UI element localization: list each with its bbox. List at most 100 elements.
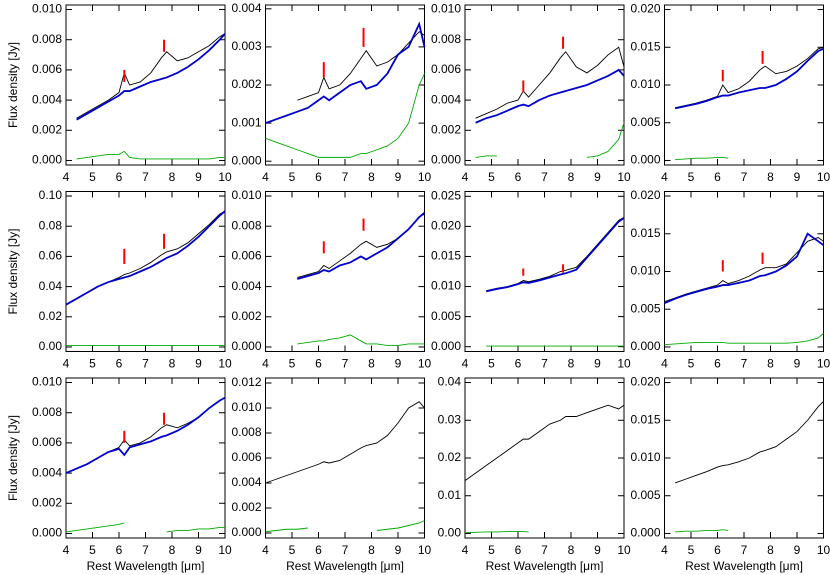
y-tick-label: 0.006 xyxy=(431,62,461,76)
y-tick-label: 0.03 xyxy=(438,412,462,426)
x-tick-label: 9 xyxy=(395,543,402,557)
x-tick-label: 4 xyxy=(262,543,269,557)
x-tick-label: 6 xyxy=(515,170,522,184)
x-tick-label: 10 xyxy=(418,543,432,557)
y-tick-label: 0.005 xyxy=(431,309,461,323)
spectrum-line xyxy=(486,216,625,292)
x-tick-label: 6 xyxy=(714,170,721,184)
y-tick-label: 0.015 xyxy=(630,226,660,240)
y-tick-label: 0.004 xyxy=(32,92,62,106)
x-tick-label: 10 xyxy=(617,543,631,557)
x-tick-label: 10 xyxy=(617,357,631,371)
y-tick-label: 0.000 xyxy=(32,153,62,167)
spectrum-line xyxy=(65,522,225,533)
x-tick-label: 5 xyxy=(89,543,96,557)
x-tick-label: 7 xyxy=(541,543,548,557)
spectrum-line xyxy=(76,33,226,119)
x-tick-label: 9 xyxy=(794,357,801,371)
x-tick-label: 8 xyxy=(169,543,176,557)
y-tick-label: 0.010 xyxy=(231,400,261,414)
y-tick-label: 0.002 xyxy=(231,500,261,514)
x-tick-label: 10 xyxy=(218,170,232,184)
x-tick-label: 7 xyxy=(342,357,349,371)
x-tick-label: 6 xyxy=(714,543,721,557)
x-tick-label: 4 xyxy=(63,543,70,557)
y-tick-label: 0.001 xyxy=(231,115,261,129)
y-tick-label: 0.015 xyxy=(630,39,660,53)
spectrum-line xyxy=(675,529,729,533)
spectrum-line xyxy=(475,68,625,124)
y-tick-label: 0.002 xyxy=(431,122,461,136)
spectrum-line xyxy=(664,232,825,305)
spectrum-line xyxy=(297,213,425,278)
y-axis-label: Flux density [Jy] xyxy=(6,415,20,501)
x-tick-label: 7 xyxy=(142,543,149,557)
spectrum-line xyxy=(76,150,225,160)
x-tick-label: 4 xyxy=(661,543,668,557)
x-tick-label: 5 xyxy=(688,170,695,184)
y-tick-label: 0.000 xyxy=(231,339,261,353)
y-tick-label: 0.010 xyxy=(231,188,261,202)
x-tick-label: 10 xyxy=(418,170,432,184)
y-tick-label: 0.000 xyxy=(630,153,660,167)
x-tick-label: 5 xyxy=(488,170,495,184)
x-tick-label: 9 xyxy=(395,357,402,371)
y-tick-label: 0.008 xyxy=(231,218,261,232)
y-axis-label: Flux density [Jy] xyxy=(6,228,20,314)
x-tick-label: 4 xyxy=(462,357,469,371)
plot-frame xyxy=(65,377,226,539)
y-tick-label: 0.005 xyxy=(630,115,660,129)
y-tick-label: 0.005 xyxy=(630,488,660,502)
y-tick-label: 0.008 xyxy=(431,32,461,46)
spectrum-line xyxy=(464,404,625,482)
spectrum-line xyxy=(265,21,426,124)
spectrum-line xyxy=(664,333,824,346)
plot-frame xyxy=(265,191,425,352)
plot-frame xyxy=(664,191,824,352)
y-tick-label: 0.002 xyxy=(32,122,62,136)
y-tick-label: 0.010 xyxy=(32,375,62,389)
x-tick-label: 10 xyxy=(218,543,232,557)
y-tick-label: 0.004 xyxy=(231,475,261,489)
plot-frame xyxy=(464,4,625,166)
x-axis-label: Rest Wavelength [μm] xyxy=(286,559,404,573)
y-tick-label: 0.006 xyxy=(231,249,261,263)
x-tick-label: 8 xyxy=(767,357,774,371)
y-tick-label: 0.010 xyxy=(32,2,62,16)
y-tick-label: 0.002 xyxy=(32,495,62,509)
x-tick-label: 6 xyxy=(116,357,123,371)
x-tick-label: 9 xyxy=(594,170,601,184)
plot-frame xyxy=(65,191,226,352)
x-axis-label: Rest Wavelength [μm] xyxy=(486,559,604,573)
x-tick-label: 4 xyxy=(63,357,70,371)
spectrum-line xyxy=(675,46,824,109)
x-tick-label: 4 xyxy=(262,357,269,371)
x-tick-label: 6 xyxy=(315,357,322,371)
plot-frame xyxy=(265,4,425,166)
x-tick-label: 7 xyxy=(342,543,349,557)
x-tick-label: 10 xyxy=(617,170,631,184)
spectrum-line xyxy=(674,47,824,110)
x-tick-label: 8 xyxy=(767,170,774,184)
x-tick-label: 6 xyxy=(515,357,522,371)
spectrum-line xyxy=(265,520,425,533)
plot-frame xyxy=(464,377,625,539)
y-tick-label: 0.015 xyxy=(630,412,660,426)
y-tick-label: 0.006 xyxy=(231,450,261,464)
y-tick-label: 0.020 xyxy=(431,219,461,233)
x-tick-label: 8 xyxy=(767,543,774,557)
x-tick-label: 5 xyxy=(89,357,96,371)
y-tick-label: 0.000 xyxy=(32,526,62,540)
x-tick-label: 8 xyxy=(169,170,176,184)
x-tick-label: 8 xyxy=(568,357,575,371)
x-tick-label: 9 xyxy=(195,543,202,557)
x-tick-label: 5 xyxy=(289,543,296,557)
y-tick-label: 0.000 xyxy=(231,525,261,539)
y-tick-label: 0.003 xyxy=(231,39,261,53)
spectrum-line xyxy=(265,401,425,484)
x-tick-label: 7 xyxy=(142,357,149,371)
x-tick-label: 9 xyxy=(794,170,801,184)
spectrum-line xyxy=(464,531,529,534)
x-tick-label: 7 xyxy=(142,170,149,184)
x-tick-label: 7 xyxy=(342,170,349,184)
